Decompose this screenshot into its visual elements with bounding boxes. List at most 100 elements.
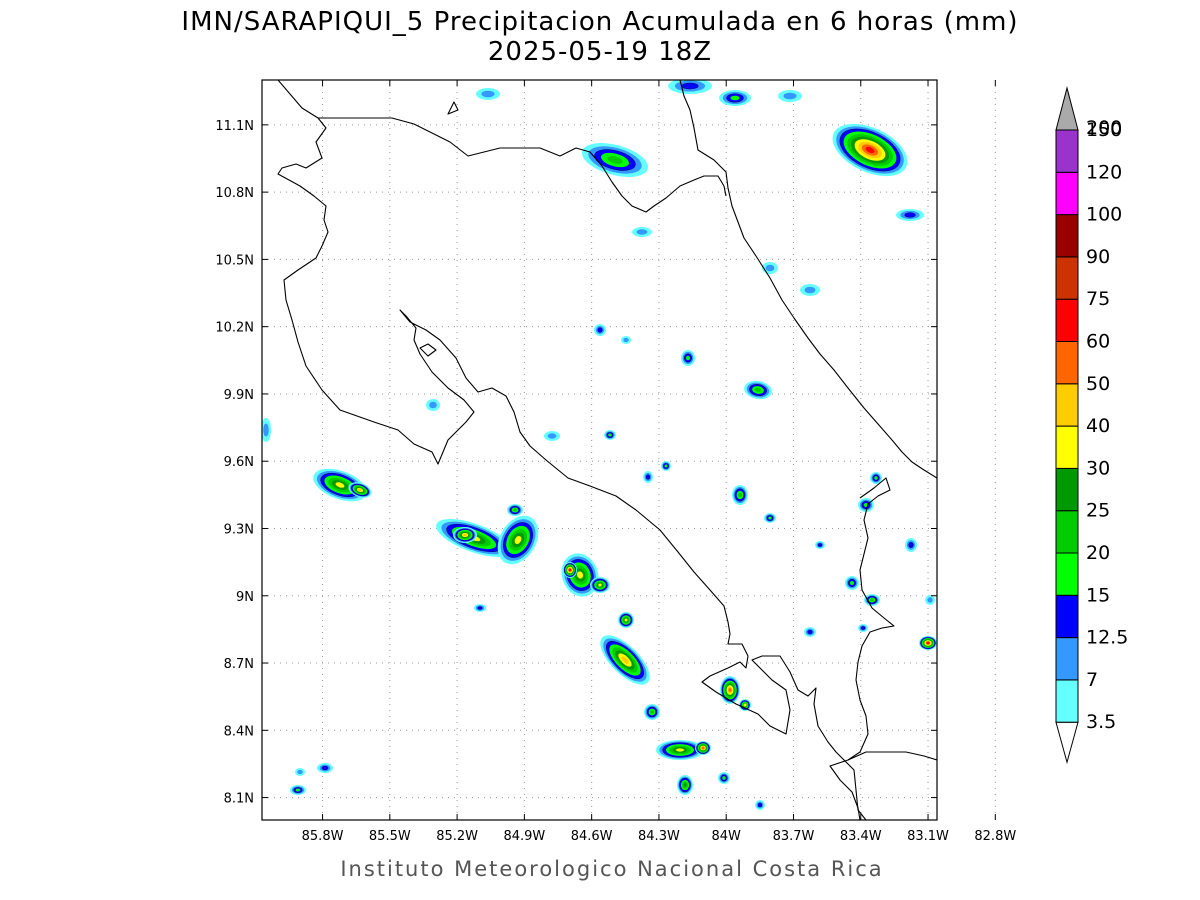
precip-level-2 bbox=[645, 474, 651, 480]
precip-level-3 bbox=[850, 581, 854, 585]
x-tick-label: 84W bbox=[711, 829, 741, 844]
y-tick-label: 9.9N bbox=[224, 388, 254, 403]
precip-level-3 bbox=[730, 95, 740, 101]
precip-level-1 bbox=[481, 90, 495, 98]
precip-level-3 bbox=[722, 776, 726, 780]
colorbar-swatch bbox=[1055, 383, 1079, 427]
y-tick-label: 11.1N bbox=[215, 119, 254, 134]
credit-institution: Instituto Meteorologico Nacional Costa R… bbox=[340, 857, 883, 881]
x-tick-label: 85.5W bbox=[369, 829, 411, 844]
colorbar-swatch bbox=[1055, 552, 1079, 596]
y-tick-label: 9N bbox=[236, 590, 254, 605]
y-tick-label: 8.7N bbox=[224, 657, 254, 672]
colorbar-swatch bbox=[1055, 594, 1079, 639]
precip-level-7 bbox=[621, 656, 629, 664]
coastline-panama-south bbox=[847, 751, 937, 761]
colorbar-swatch bbox=[1055, 298, 1079, 343]
colorbar-label: 30 bbox=[1086, 457, 1110, 479]
y-tick-label: 8.4N bbox=[224, 724, 254, 739]
precip-level-1 bbox=[263, 423, 269, 437]
colorbar-label: 60 bbox=[1086, 331, 1110, 353]
x-tick-label: 85.8W bbox=[302, 829, 344, 844]
y-tick-label: 10.5N bbox=[215, 253, 254, 268]
precip-level-2 bbox=[860, 626, 866, 630]
colorbar-label: 150 bbox=[1086, 119, 1122, 141]
precip-level-1 bbox=[623, 337, 629, 343]
precip-level-9 bbox=[926, 641, 930, 645]
x-tick-label: 84.6W bbox=[571, 829, 613, 844]
precip-level-3 bbox=[664, 464, 668, 468]
precip-level-3 bbox=[768, 516, 772, 520]
precip-level-8 bbox=[701, 746, 705, 750]
precip-level-4 bbox=[738, 492, 742, 498]
precip-level-9 bbox=[865, 146, 875, 154]
colorbar-swatch bbox=[1055, 256, 1079, 300]
colorbar-swatch bbox=[1055, 510, 1079, 554]
y-tick-label: 10.8N bbox=[215, 186, 254, 201]
precip-level-1 bbox=[765, 264, 775, 272]
precip-level-2 bbox=[757, 802, 763, 808]
x-tick-label: 84.3W bbox=[638, 829, 680, 844]
precip-level-2 bbox=[681, 82, 699, 90]
precip-level-4 bbox=[513, 508, 517, 512]
precip-level-6 bbox=[598, 583, 602, 587]
precip-level-3 bbox=[295, 788, 301, 792]
colorbar-min-triangle bbox=[1055, 721, 1079, 765]
precip-level-6 bbox=[624, 618, 628, 622]
colorbar-label: 25 bbox=[1086, 500, 1110, 522]
y-tick-label: 9.6N bbox=[224, 455, 254, 470]
x-tick-label: 83.7W bbox=[773, 829, 815, 844]
coastlines-and-borders bbox=[264, 80, 937, 820]
precip-level-4 bbox=[870, 598, 874, 602]
map-background bbox=[262, 80, 937, 820]
colorbar-swatch bbox=[1055, 214, 1079, 258]
precip-level-4 bbox=[754, 387, 762, 393]
precip-level-1 bbox=[297, 769, 303, 775]
colorbar-swatch bbox=[1055, 679, 1079, 723]
precip-level-4 bbox=[607, 156, 623, 164]
precip-level-3 bbox=[608, 433, 612, 437]
latitude-ticks: 8.1N 8.4N 8.7N 9N 9.3N 9.6N 9.9N 10.2N 10.5N 10.8… bbox=[215, 119, 937, 807]
precip-level-2 bbox=[817, 543, 823, 547]
precip-level-9 bbox=[568, 568, 572, 572]
precip-level-2 bbox=[807, 629, 813, 635]
x-tick-label: 85.2W bbox=[436, 829, 478, 844]
precip-level-7 bbox=[463, 533, 467, 537]
lake-island bbox=[447, 101, 459, 115]
coastline-pacific-north bbox=[277, 80, 867, 820]
precip-level-2 bbox=[477, 606, 483, 610]
y-tick-label: 10.2N bbox=[215, 321, 254, 336]
precip-level-2 bbox=[321, 765, 329, 771]
precip-level-6 bbox=[335, 482, 345, 488]
precip-level-3 bbox=[686, 355, 690, 361]
colorbar-max-triangle bbox=[1055, 86, 1079, 131]
precip-level-1 bbox=[804, 286, 816, 294]
y-tick-label: 8.1N bbox=[224, 792, 254, 807]
y-tick-label: 9.3N bbox=[224, 522, 254, 537]
gulf-island bbox=[419, 343, 437, 357]
colorbar-swatch bbox=[1055, 467, 1079, 512]
colorbar-label: 120 bbox=[1086, 161, 1122, 183]
colorbar-label: 15 bbox=[1086, 584, 1110, 606]
colorbar-label: 3.5 bbox=[1086, 711, 1116, 733]
precip-level-7 bbox=[358, 488, 362, 492]
x-tick-label: 83.4W bbox=[840, 829, 882, 844]
precip-level-1 bbox=[636, 229, 648, 235]
precip-level-6 bbox=[514, 535, 522, 545]
precip-level-6 bbox=[676, 748, 684, 752]
colorbar-label: 90 bbox=[1086, 246, 1110, 268]
precip-level-4 bbox=[650, 710, 654, 714]
precip-level-1 bbox=[927, 597, 933, 603]
colorbar-label: 40 bbox=[1086, 415, 1110, 437]
precip-level-5 bbox=[683, 783, 687, 787]
precip-level-6 bbox=[576, 571, 584, 579]
x-tick-label: 83.1W bbox=[907, 829, 949, 844]
colorbar-label: 50 bbox=[1086, 373, 1110, 395]
border-panama bbox=[829, 477, 895, 820]
colorbar-swatch bbox=[1055, 341, 1079, 385]
border-nicaragua bbox=[264, 80, 727, 213]
precip-level-2 bbox=[908, 542, 914, 548]
map-subtitle-date: 2025-05-19 18Z bbox=[488, 37, 712, 67]
precip-level-1 bbox=[783, 92, 797, 100]
